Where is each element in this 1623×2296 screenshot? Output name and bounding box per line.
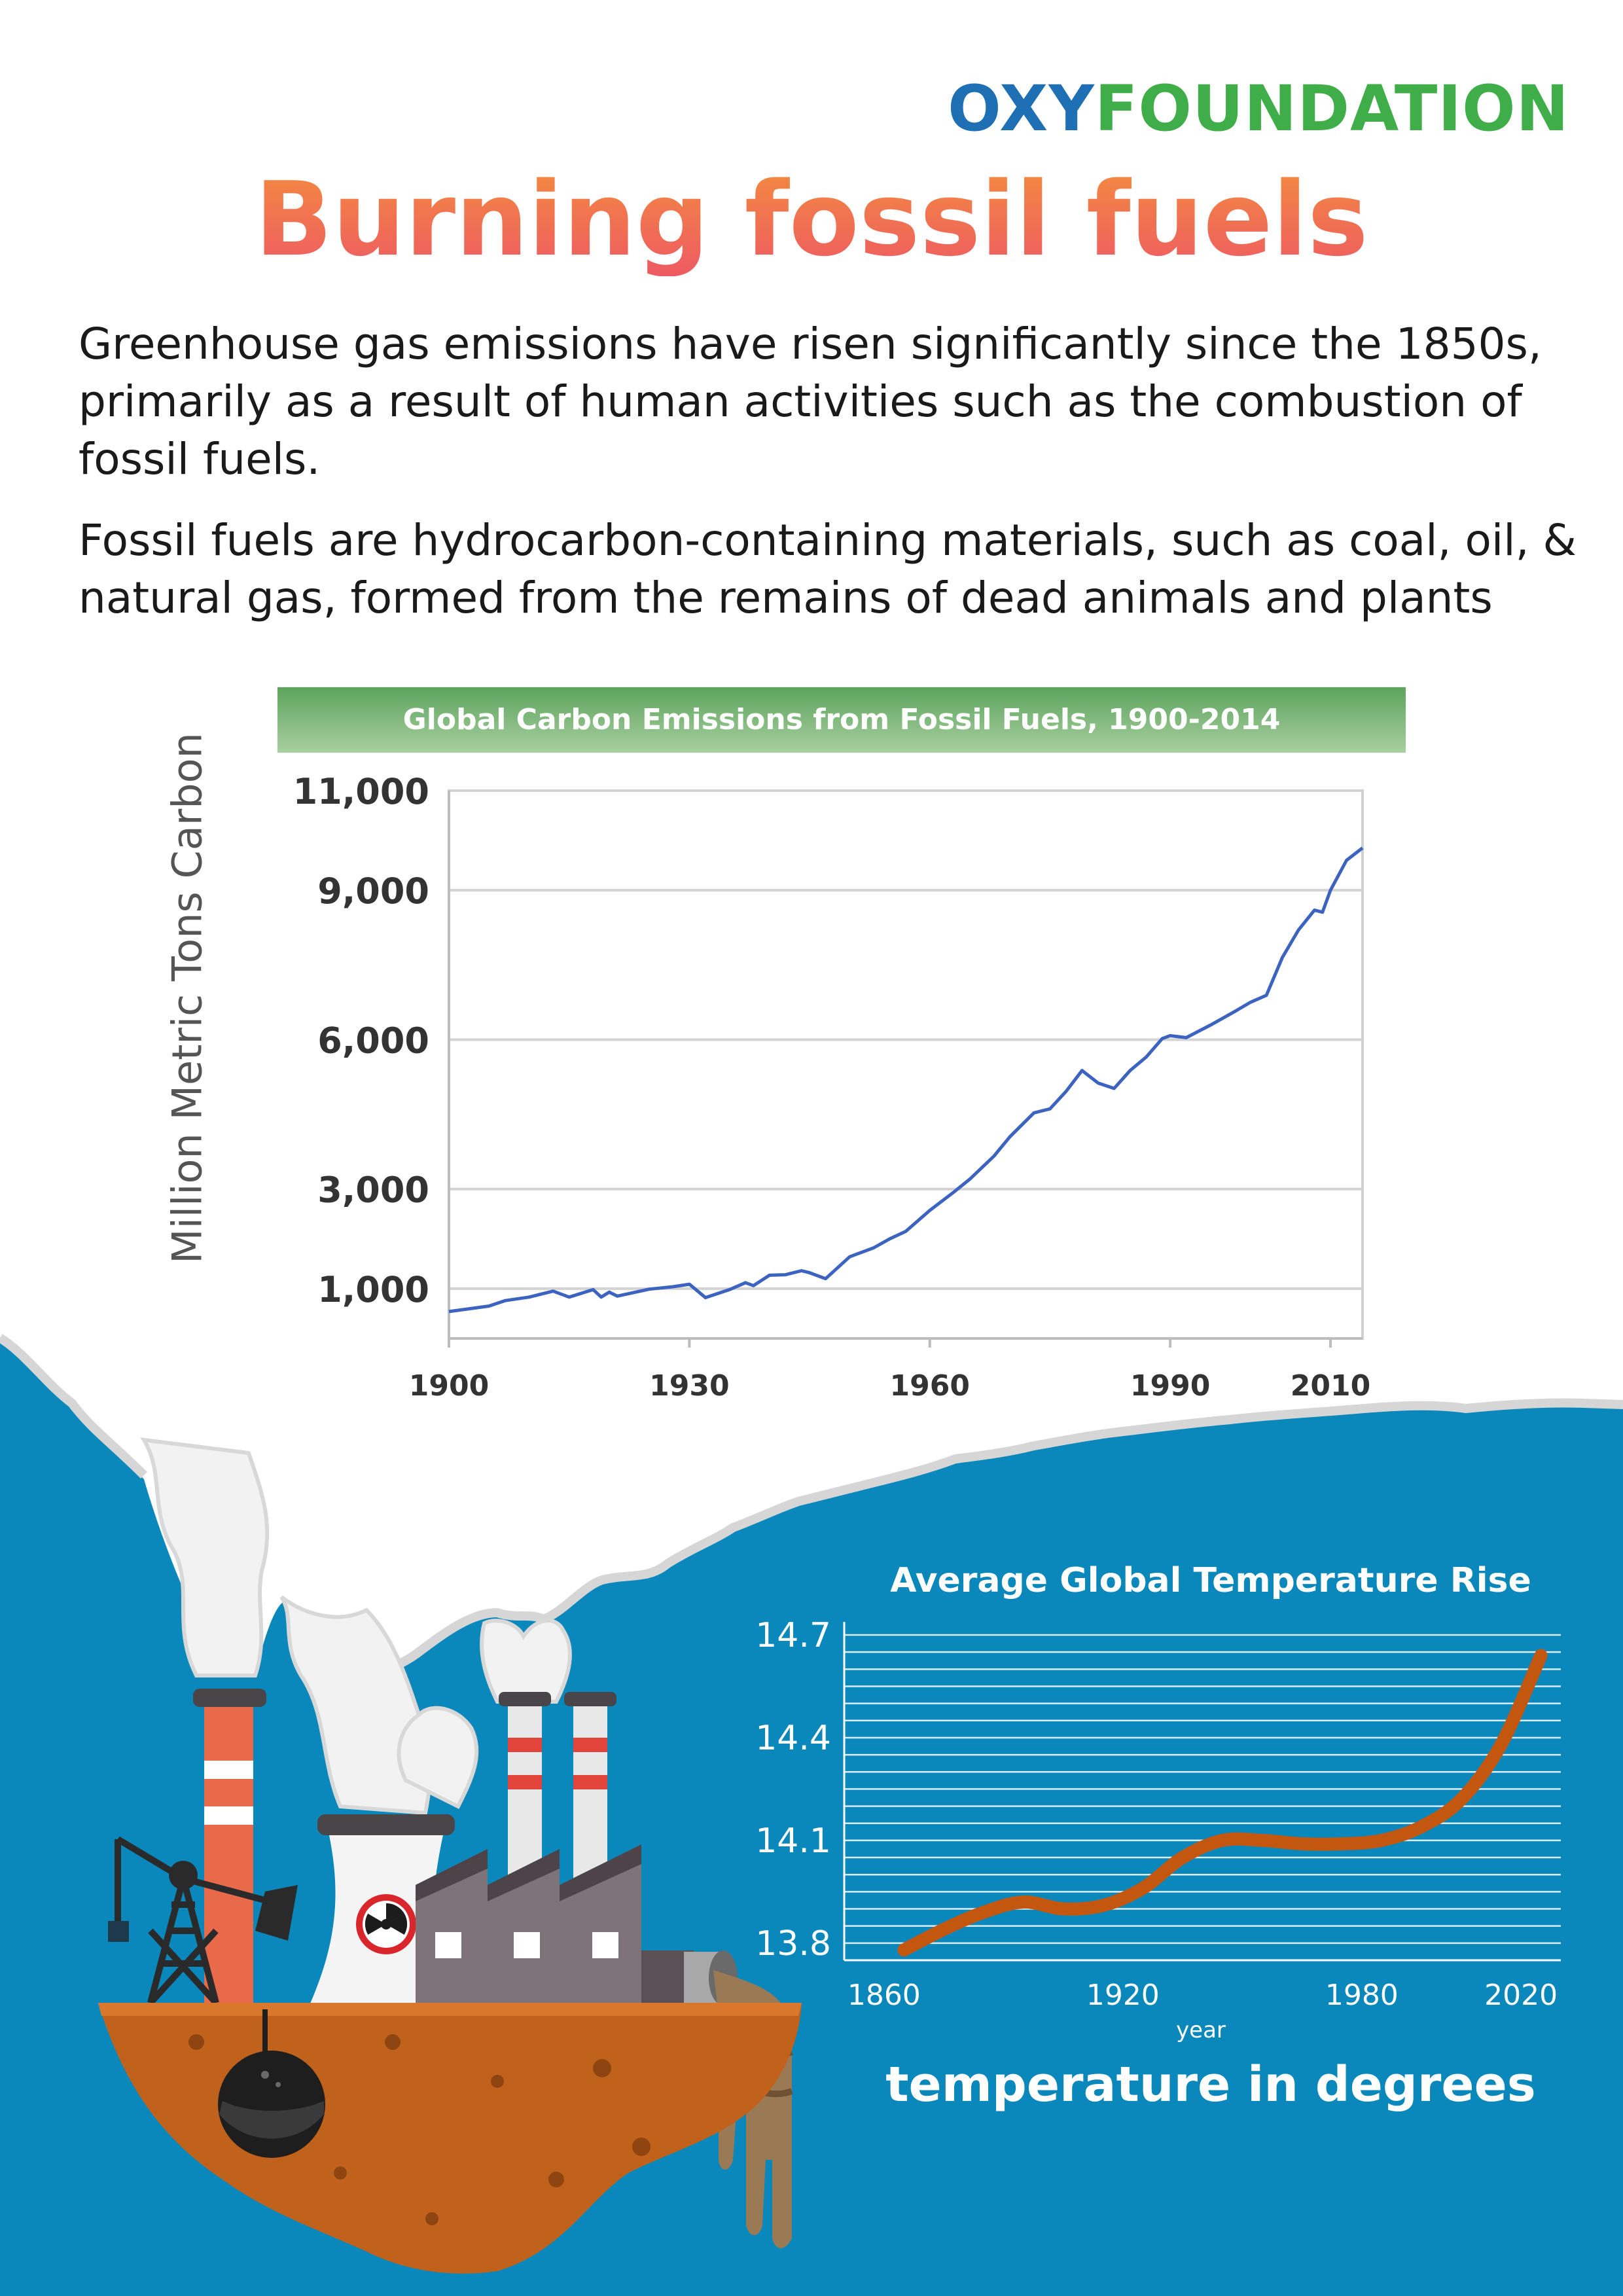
emissions-series-line [448,846,1364,1314]
intro-paragraph-1: Greenhouse gas emissions have risen sign… [79,319,1542,484]
temperature-chart-title: Average Global Temperature Rise [890,1561,1531,1600]
y-tick-label: 14.7 [755,1616,831,1655]
x-tick-label: 2010 [1291,1369,1370,1403]
smoke-cloud-icon [140,1437,572,1816]
y-tick-label: 3,000 [317,1170,429,1211]
plot-area [448,789,1364,1340]
chimney-icon [193,1689,266,2006]
temperature-chart-caption: temperature in degrees [885,2056,1536,2113]
x-tick-label: 1980 [1325,1979,1399,2012]
oil-pump-icon [108,1836,298,2005]
y-tick-label: 13.8 [755,1924,831,1964]
emissions-chart-title: Global Carbon Emissions from Fossil Fuel… [277,687,1406,753]
y-tick-label: 14.4 [755,1719,831,1758]
page-title: Burning fossil fuels [0,163,1623,276]
x-tick-label: 1920 [1086,1979,1160,2012]
x-tick-label: 1990 [1130,1369,1210,1403]
y-tick-label: 9,000 [317,870,429,912]
ground-island [98,2003,802,2274]
x-tick-label: 2020 [1484,1979,1558,2012]
y-tick-label: 14.1 [755,1821,831,1861]
x-tick-label: 1930 [649,1369,729,1403]
x-tick-label: 1900 [409,1369,489,1403]
radiation-symbol-icon [356,1894,416,1954]
intro-paragraph-2: Fossil fuels are hydrocarbon-containing … [79,515,1577,623]
factory-chimneys [499,1692,616,1890]
torn-edge-shadow [0,1334,1623,1676]
x-tick-label: 1960 [890,1369,970,1403]
brand-logo-part2: FOUNDATION [1094,72,1569,145]
brand-logo-part1: OXY [948,72,1095,145]
brand-logo: OXYFOUNDATION [948,72,1569,145]
temperature-series-line [897,1649,1548,1957]
x-tick-label: 1860 [847,1979,921,2012]
y-tick-label: 1,000 [317,1269,429,1310]
temperature-chart-xlabel: year [1176,2017,1226,2043]
factory-icon [416,1844,694,2009]
y-tick-label: 11,000 [293,771,429,812]
y-tick-label: 6,000 [317,1020,429,1061]
